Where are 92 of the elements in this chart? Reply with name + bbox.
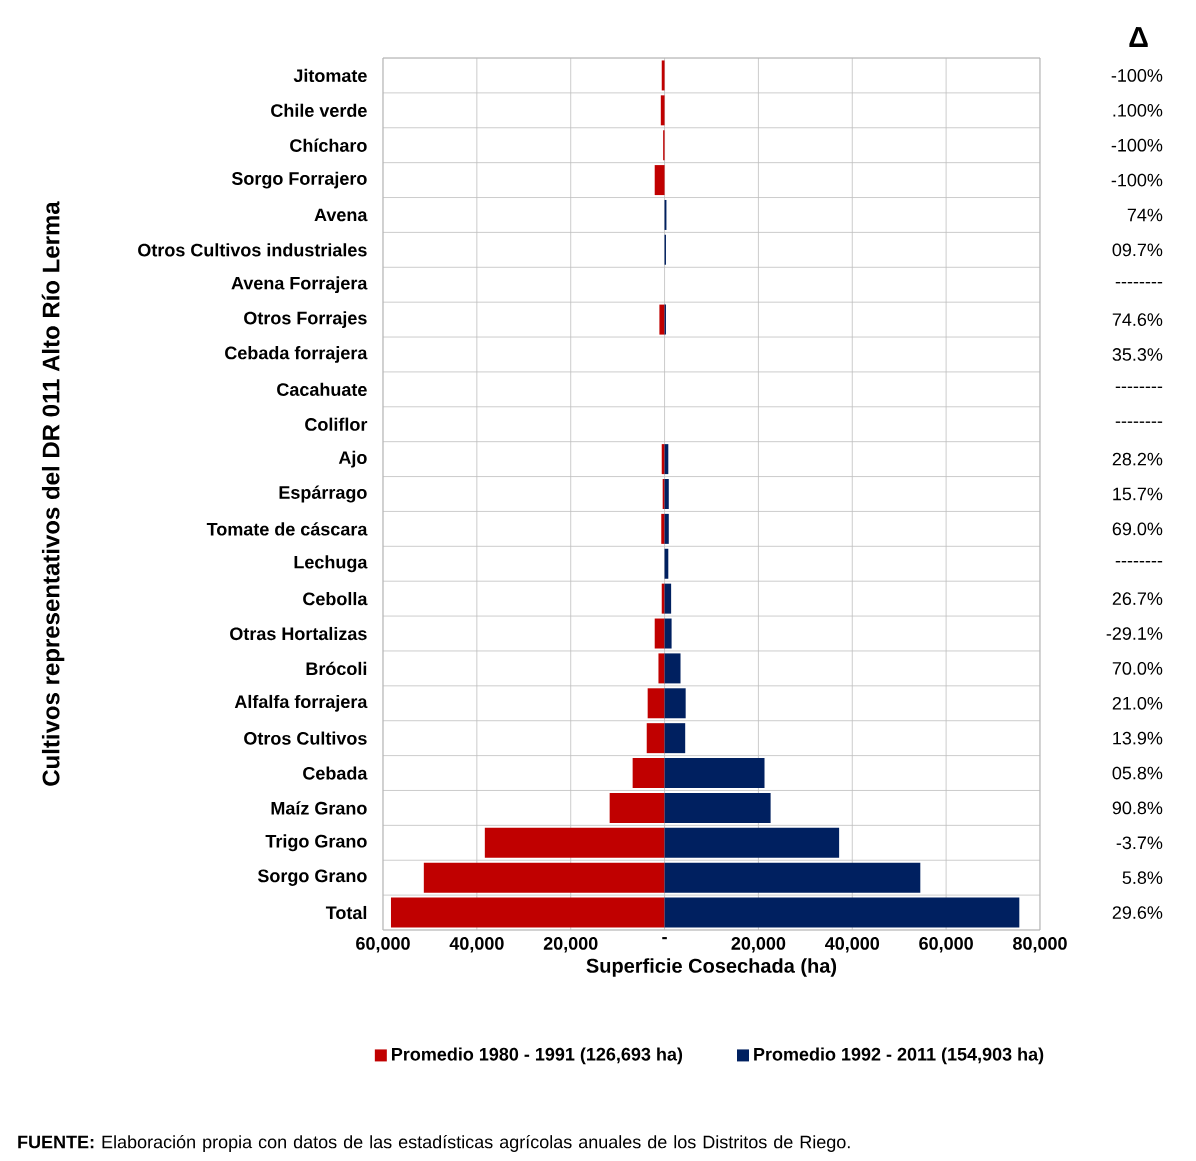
text: 74.6% (1112, 313, 1163, 326)
bar (664, 862, 921, 893)
x-tick-label: 40,000 (825, 937, 880, 953)
text: -------- (1115, 421, 1163, 423)
text: 35.3% (1112, 348, 1163, 361)
text: -29.1% (1106, 627, 1163, 640)
bar (664, 688, 686, 719)
bar (659, 304, 665, 335)
y-tick-label: Otros Cultivos (244, 731, 367, 745)
y-tick-label: Cacahuate (277, 382, 367, 396)
text: 29.6% (1112, 906, 1163, 919)
y-axis-title: Cultivos representativos del DR 011 Alto Río Lerma (41, 201, 65, 786)
text: 09.7% (1112, 243, 1163, 257)
bar (423, 862, 665, 893)
y-tick-label: Avena Forrajera (231, 276, 368, 294)
text: 13.9% (1113, 731, 1163, 745)
bar (658, 653, 665, 684)
y-tick-label: Ajo (338, 450, 367, 468)
bar (654, 165, 665, 196)
x-tick-label: 60,000 (919, 937, 973, 953)
text: 28.2% (1112, 452, 1163, 466)
text: 90.8% (1112, 801, 1163, 815)
text: FUENTE: Elaboración propia con datos de las estadísticas agrícolas anuales de los Distritos de Riego. (18, 1134, 850, 1152)
legend-label: Promedio 1980 - 1991 (126,693 ha) (392, 1047, 683, 1065)
x-tick-label: 80,000 (1013, 937, 1067, 953)
y-tick-label: Sorgo Forrajero (231, 171, 367, 189)
y-tick-label: Maíz Grano (271, 801, 367, 815)
bar (664, 897, 1020, 928)
x-tick-label: 40,000 (449, 937, 504, 953)
x-tick-label: 20,000 (543, 937, 598, 953)
text: 05.8% (1112, 766, 1163, 780)
text: -3.7% (1116, 836, 1163, 850)
text: 5.8% (1122, 871, 1163, 885)
bar (484, 827, 665, 858)
bar (664, 827, 840, 858)
x-axis-title: Superficie Cosechada (ha) (586, 958, 837, 977)
bar (609, 792, 665, 823)
bar (654, 618, 665, 649)
text: 26.7% (1112, 592, 1163, 606)
y-tick-label: Otras Hortalizas (230, 626, 367, 641)
y-tick-label: Avena (314, 208, 368, 222)
bar (632, 758, 665, 789)
text: -100% (1111, 173, 1163, 187)
y-tick-label: Coliflor (305, 417, 368, 431)
text: 69.0% (1112, 522, 1163, 536)
y-tick-label: Cebada (303, 766, 368, 780)
text: -100% (1111, 138, 1163, 152)
text: 21.0% (1112, 696, 1163, 710)
y-tick-label: Chícharo (290, 138, 367, 152)
x-tick-label: - (662, 937, 667, 940)
y-tick-label: Chile verde (271, 103, 367, 117)
y-tick-label: Otros Forrajes (244, 311, 367, 328)
bar (664, 723, 686, 754)
y-tick-label: Brócoli (306, 661, 367, 676)
y-tick-label: Jitomate (293, 68, 367, 83)
legend-label: Promedio 1992 - 2011 (154,903 ha) (754, 1047, 1044, 1065)
bar (646, 723, 665, 754)
bar (661, 60, 665, 91)
text: -------- (1115, 386, 1163, 389)
x-tick-label: 60,000 (356, 937, 410, 953)
bar (664, 513, 669, 544)
bar (664, 479, 669, 509)
bar (664, 758, 765, 789)
y-tick-label: Alfalfa forrajera (234, 694, 368, 712)
bar (647, 688, 665, 719)
y-tick-label: Total (325, 905, 367, 920)
x-tick-label: 20,000 (731, 937, 786, 953)
y-tick-label: Sorgo Grano (257, 869, 367, 886)
y-tick-label: Trigo Grano (265, 834, 367, 852)
text: -------- (1115, 561, 1163, 563)
bar (390, 897, 665, 928)
y-tick-label: Tomate de cáscara (206, 522, 368, 536)
y-tick-label: Otros Cultivos industriales (138, 243, 367, 257)
text: Δ (1129, 27, 1148, 47)
bar (661, 444, 665, 475)
bar (664, 653, 681, 684)
text: -100% (1111, 69, 1163, 82)
text: 15.7% (1113, 487, 1163, 501)
bar (664, 583, 672, 614)
y-tick-label: Cebada forrajera (225, 346, 368, 363)
bar (664, 618, 672, 649)
bar (661, 583, 665, 614)
text: .100% (1113, 103, 1163, 117)
text: -------- (1115, 281, 1163, 284)
text: 74% (1127, 208, 1163, 222)
bar (661, 513, 665, 544)
text: 70.0% (1112, 662, 1163, 675)
y-tick-label: Cebolla (303, 592, 368, 606)
bar (664, 792, 771, 823)
y-tick-label: Lechuga (294, 555, 368, 573)
y-tick-label: Espárrago (279, 485, 367, 503)
bar (660, 95, 665, 126)
